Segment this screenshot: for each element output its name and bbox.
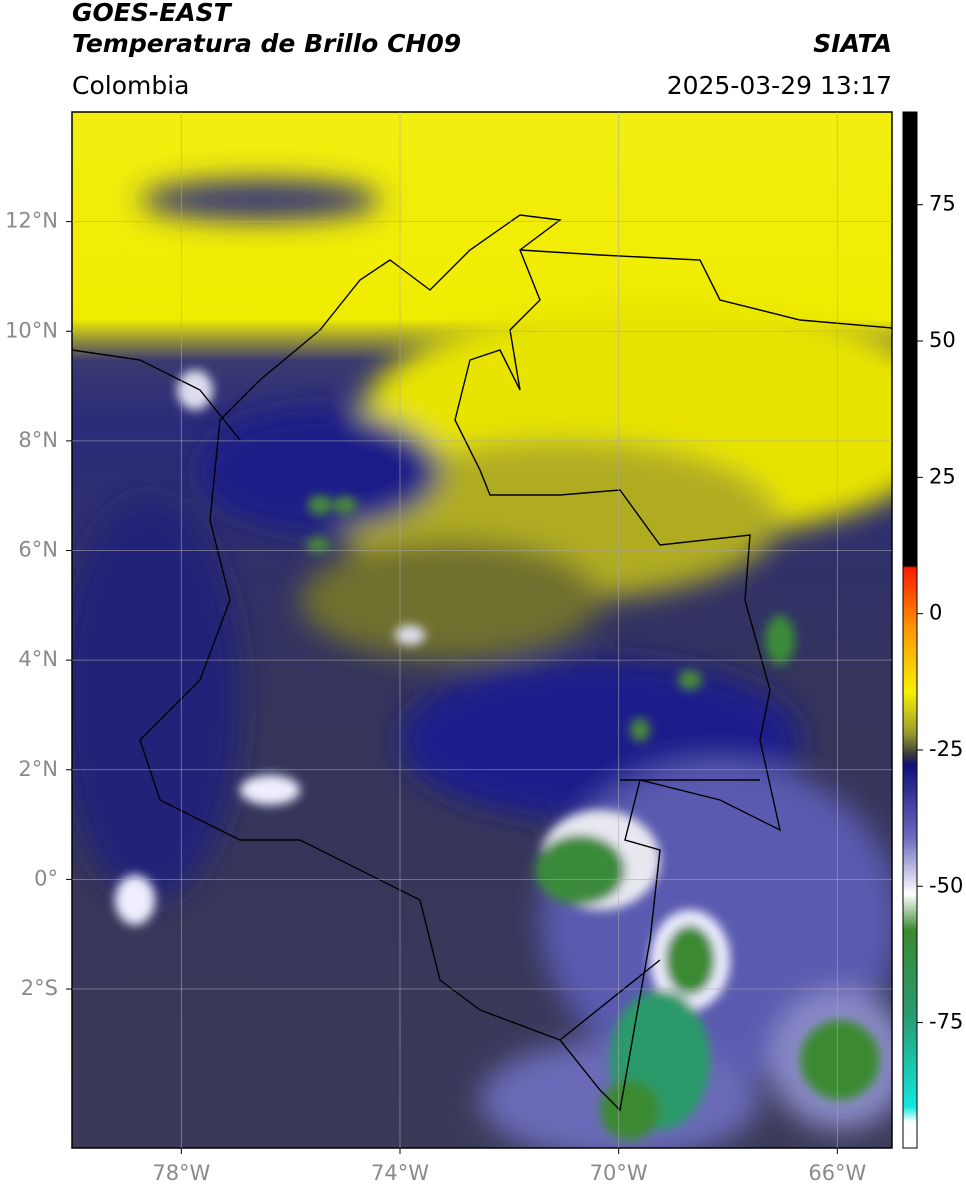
lon-tick-label: 74°W bbox=[371, 1161, 429, 1185]
lat-tick-label: 10°N bbox=[5, 318, 58, 342]
product: GOES-EAST bbox=[72, 0, 233, 27]
colorbar-tick-label: -75 bbox=[929, 1010, 963, 1034]
lat-tick-label: 2°N bbox=[18, 757, 58, 781]
colorbar-tick-label: 75 bbox=[929, 192, 956, 216]
map-frame bbox=[71, 111, 893, 1149]
colorbar-tick-label: -25 bbox=[929, 737, 963, 761]
lat-tick-label: 6°N bbox=[18, 538, 58, 562]
lat-tick-label: 2°S bbox=[21, 976, 58, 1000]
title: Temperatura de Brillo CH09 bbox=[72, 29, 461, 58]
datetime: 2025-03-29 13:17 bbox=[667, 71, 892, 100]
lon-tick-label: 70°W bbox=[590, 1161, 648, 1185]
lon-tick-label: 66°W bbox=[808, 1161, 866, 1185]
source: SIATA bbox=[813, 29, 892, 58]
region: Colombia bbox=[72, 71, 189, 100]
lon-tick-label: 78°W bbox=[152, 1161, 210, 1185]
lat-tick-label: 12°N bbox=[5, 209, 58, 233]
satellite-image bbox=[72, 112, 892, 1148]
lat-tick-label: 4°N bbox=[18, 647, 58, 671]
lat-tick-label: 8°N bbox=[18, 428, 58, 452]
colorbar-tick-label: 25 bbox=[929, 464, 956, 488]
colorbar bbox=[902, 111, 918, 1149]
lat-tick-label: 0° bbox=[34, 866, 58, 890]
colorbar-tick-label: 50 bbox=[929, 328, 956, 352]
colorbar-tick-label: -50 bbox=[929, 873, 963, 897]
colorbar-tick-label: 0 bbox=[929, 601, 942, 625]
